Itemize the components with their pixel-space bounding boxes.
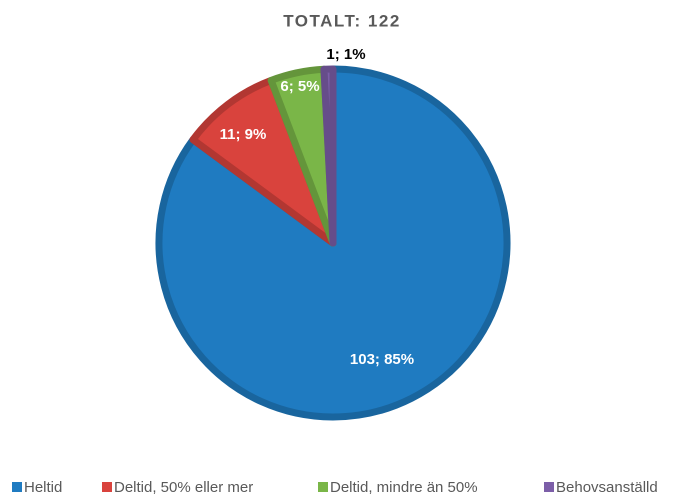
data-label: 103; 85% <box>350 351 414 368</box>
pie-slice <box>320 65 337 247</box>
legend-swatch <box>102 482 112 492</box>
data-label: 1; 1% <box>326 46 365 63</box>
data-label: 11; 9% <box>220 126 267 143</box>
legend-swatch <box>544 482 554 492</box>
legend-label: Deltid, 50% eller mer <box>114 479 253 496</box>
legend-label: Heltid <box>24 479 62 496</box>
legend-label: Behovsanställd <box>556 479 658 496</box>
legend-label: Deltid, mindre än 50% <box>330 479 478 496</box>
data-label: 6; 5% <box>280 78 319 95</box>
chart-title: TOTALT: 122 <box>283 11 401 30</box>
legend-swatch <box>12 482 22 492</box>
legend-swatch <box>318 482 328 492</box>
